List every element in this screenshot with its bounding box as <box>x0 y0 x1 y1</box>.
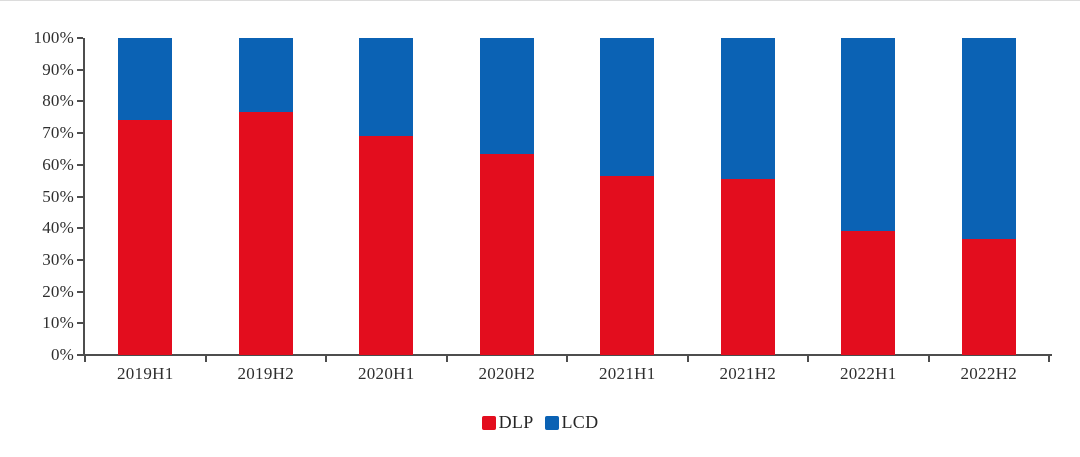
x-axis-line <box>77 354 1052 356</box>
y-tick-label: 50% <box>42 186 74 206</box>
bar-segment-2019h2-lcd <box>238 38 293 113</box>
x-tick-mark <box>566 356 568 362</box>
legend-label-dlp: DLP <box>498 412 534 432</box>
bar-segment-2022h2-lcd <box>961 38 1016 240</box>
x-tick-mark <box>445 356 448 362</box>
bar-segment-2021h1-dlp <box>600 175 655 355</box>
x-tick-mark <box>84 356 86 362</box>
legend-label-lcd: LCD <box>561 412 599 432</box>
y-tick-label: 0% <box>50 345 74 364</box>
y-tick-mark <box>77 290 83 293</box>
y-tick-mark <box>77 227 83 230</box>
bar-segment-2019h1-dlp <box>118 120 173 355</box>
x-category-label-2022h1: 2022H1 <box>839 364 897 383</box>
x-category-label-2019h1: 2019H1 <box>116 364 174 383</box>
bar-segment-2022h2-dlp <box>961 239 1016 355</box>
bar-segment-2021h1-lcd <box>600 38 655 176</box>
y-tick-label: 100% <box>33 28 74 47</box>
y-tick-mark <box>77 163 83 166</box>
y-tick-label: 20% <box>42 281 74 301</box>
x-category-label-2022h2: 2022H2 <box>960 364 1018 383</box>
x-tick-mark <box>204 356 207 362</box>
legend-swatch-dlp <box>481 415 496 430</box>
x-category-label-2021h2: 2021H2 <box>719 364 777 383</box>
bar-segment-2020h2-lcd <box>479 38 534 154</box>
chart-legend: DLP LCD <box>0 412 1080 433</box>
legend-item-lcd: LCD <box>544 412 599 433</box>
x-tick-mark <box>927 356 930 362</box>
legend-swatch-lcd <box>544 415 559 430</box>
y-tick-mark <box>77 100 83 103</box>
bar-segment-2020h1-dlp <box>359 136 414 355</box>
legend-item-dlp: DLP <box>481 412 534 433</box>
bar-segment-2022h1-dlp <box>841 231 896 355</box>
y-tick-mark <box>77 68 83 71</box>
x-tick-mark <box>1048 356 1050 362</box>
y-tick-label: 40% <box>42 218 74 238</box>
bar-segment-2022h1-lcd <box>841 38 896 232</box>
x-tick-mark <box>686 356 689 362</box>
x-category-label-2021h1: 2021H1 <box>598 364 656 383</box>
x-tick-mark <box>325 356 327 362</box>
y-tick-label: 90% <box>42 59 74 79</box>
bar-segment-2019h1-lcd <box>118 38 173 121</box>
bar-segment-2020h1-lcd <box>359 38 414 137</box>
y-tick-label: 10% <box>42 313 74 333</box>
x-category-label-2020h1: 2020H1 <box>357 364 415 383</box>
y-tick-mark <box>77 258 83 261</box>
y-tick-label: 70% <box>42 123 74 143</box>
bar-segment-2019h2-dlp <box>238 112 293 355</box>
y-tick-mark <box>77 195 83 198</box>
x-tick-mark <box>807 356 809 362</box>
y-tick-label: 60% <box>42 154 74 174</box>
y-tick-mark <box>77 132 83 135</box>
bar-segment-2021h2-dlp <box>720 179 775 355</box>
x-category-label-2019h2: 2019H2 <box>237 364 295 383</box>
y-tick-mark <box>77 37 83 39</box>
bar-segment-2021h2-lcd <box>720 38 775 180</box>
x-category-label-2020h2: 2020H2 <box>478 364 536 383</box>
bar-segment-2020h2-dlp <box>479 153 534 355</box>
y-tick-label: 30% <box>42 249 74 269</box>
y-tick-mark <box>77 322 83 325</box>
y-axis-line <box>83 38 85 356</box>
y-tick-label: 80% <box>42 91 74 111</box>
top-divider <box>0 0 1080 1</box>
